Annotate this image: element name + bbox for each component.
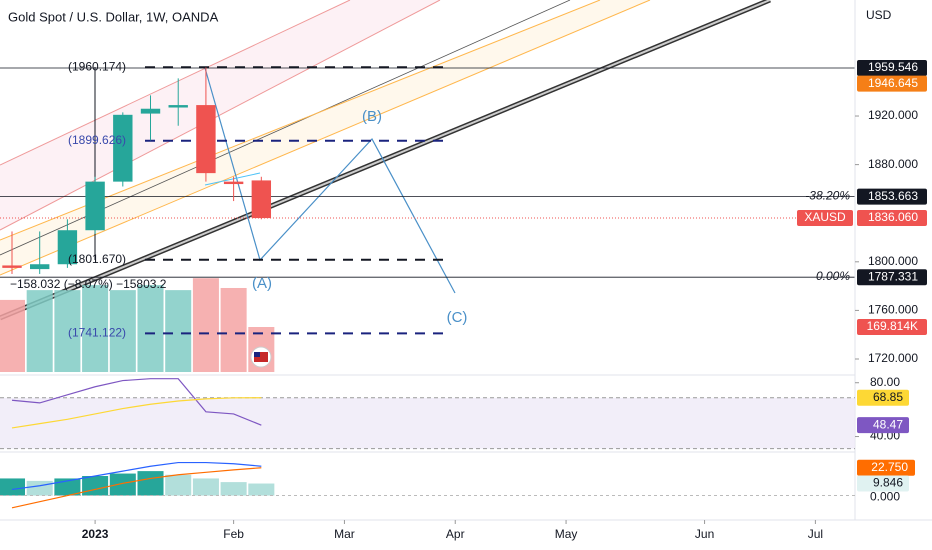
volume-bar	[220, 287, 247, 372]
rsi-badge-label: 48.47	[873, 417, 903, 431]
candle-body	[140, 108, 161, 114]
wave-path	[204, 172, 261, 186]
x-tick-label: Jul	[808, 527, 823, 541]
macd-badge-label: 9.846	[873, 476, 903, 490]
volume-bar	[54, 290, 81, 372]
price-badge	[857, 188, 927, 205]
wave-label: (B)	[362, 108, 382, 125]
macd-line	[11, 467, 262, 509]
volume-bar	[109, 290, 136, 372]
volume-bar	[192, 278, 219, 372]
price-badge	[857, 269, 927, 286]
candle-body	[30, 264, 50, 270]
macd-bar	[192, 478, 219, 496]
rsi-line	[11, 378, 262, 426]
macd-badge	[857, 475, 909, 492]
x-tick-label: 2023	[82, 527, 109, 541]
volume-bar	[165, 290, 192, 372]
price-badge-label: 1853.663	[868, 189, 918, 203]
trend-line	[0, 0, 771, 319]
price-badge	[857, 75, 927, 92]
flag-icon	[254, 352, 268, 362]
x-tick-label: May	[555, 527, 578, 541]
y-tick-label: 1920.000	[868, 108, 918, 122]
macd-bar	[82, 476, 109, 496]
wave-label: (A)	[252, 275, 272, 292]
y-tick-label: 0.000	[870, 490, 900, 504]
candle-body	[251, 180, 272, 219]
fib-label: -38.20%	[805, 188, 850, 202]
macd-bar	[248, 483, 275, 496]
candle-body	[168, 105, 188, 108]
flag-icon	[254, 352, 260, 357]
chart-title: Gold Spot / U.S. Dollar, 1W, OANDA	[8, 9, 219, 24]
rsi-band	[0, 397, 855, 449]
candle-body	[223, 181, 244, 185]
y-tick-label: 1720.000	[868, 351, 918, 365]
rsi-line	[11, 397, 262, 429]
volume-bar	[137, 285, 164, 372]
rsi-badge	[857, 389, 909, 406]
level-label: (1899.626)	[68, 133, 126, 147]
candle-body	[57, 230, 78, 265]
macd-bar	[137, 471, 164, 496]
macd-bar	[54, 478, 81, 496]
y-tick-label: 1880.000	[868, 157, 918, 171]
currency-label: USD	[866, 8, 892, 22]
volume-badge	[857, 318, 927, 335]
x-tick-label: Feb	[223, 527, 244, 541]
price-badge	[857, 59, 927, 76]
rsi-badge	[857, 417, 909, 434]
x-tick-label: Apr	[446, 527, 465, 541]
x-tick-label: Mar	[334, 527, 355, 541]
price-badge-label: 1836.060	[868, 210, 918, 224]
level-label: (1960.174)	[68, 59, 126, 73]
wave-path	[204, 67, 456, 294]
rsi-badge-label: 68.85	[873, 390, 903, 404]
macd-bar	[0, 478, 26, 496]
symbol-badge	[797, 210, 853, 227]
macd-line	[11, 461, 262, 491]
fib-label: 0.00%	[816, 269, 850, 283]
volume-bar	[0, 299, 26, 372]
x-tick-label: Jun	[695, 527, 714, 541]
channel-line	[0, 0, 351, 166]
macd-bar	[165, 474, 192, 496]
candle-body	[2, 265, 22, 268]
macd-badge-label: 22.750	[871, 460, 908, 474]
macd-bar	[109, 473, 136, 496]
candle-body	[196, 105, 216, 174]
volume-bar	[26, 290, 53, 372]
wave-label: (C)	[447, 309, 468, 326]
y-tick-label: 1800.000	[868, 254, 918, 268]
volume-bar	[82, 285, 109, 372]
price-badge-label: 1787.331	[868, 269, 918, 283]
price-badge	[857, 210, 927, 227]
y-tick-label: 80.00	[870, 375, 900, 389]
channel-line	[0, 0, 441, 231]
main-pane	[0, 66, 855, 372]
level-label: (1801.670)	[68, 252, 126, 266]
candle-body	[85, 181, 105, 231]
level-label: (1741.122)	[68, 326, 126, 340]
price-badge-label: 1946.645	[868, 76, 918, 90]
symbol-badge-label: XAUSD	[804, 210, 846, 224]
candle-body	[113, 114, 133, 182]
measure-text: −158.032 (−8.07%) −15803.2	[10, 277, 167, 291]
macd-bar	[220, 482, 247, 496]
price-badge-label: 1959.546	[868, 60, 918, 74]
channel-line	[0, 0, 651, 276]
volume-badge-label: 169.814K	[867, 319, 918, 333]
macd-bar	[26, 480, 53, 496]
y-tick-label: 1760.000	[868, 303, 918, 317]
macd-badge	[857, 459, 915, 476]
